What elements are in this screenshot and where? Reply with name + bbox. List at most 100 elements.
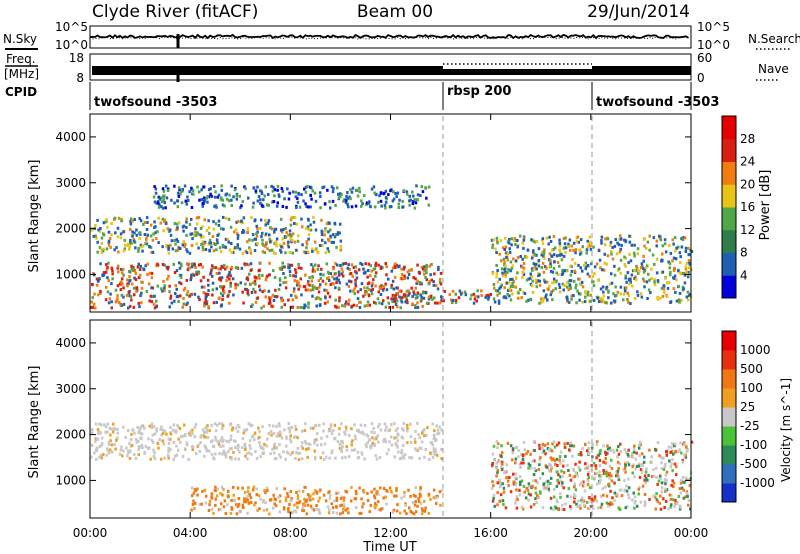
velocity-cell [658, 475, 662, 479]
power-cell [339, 264, 342, 267]
velocity-cell [366, 441, 369, 445]
velocity-cell [238, 425, 241, 429]
velocity-cell [174, 429, 178, 433]
velocity-cell [265, 444, 269, 448]
velocity-cell [110, 427, 113, 431]
power-cell [247, 263, 251, 267]
velocity-cell [393, 494, 396, 498]
velocity-cell [607, 502, 610, 506]
power-cell [578, 277, 581, 281]
velocity-cell [331, 449, 334, 453]
velocity-cell [518, 462, 522, 466]
velocity-cell [558, 458, 561, 462]
power-cell [179, 294, 182, 298]
power-cell [194, 266, 197, 269]
velocity-cell [177, 448, 180, 452]
velocity-cell [627, 448, 630, 452]
velocity-cell [532, 473, 536, 477]
velocity-cell [275, 487, 278, 491]
velocity-cell [631, 471, 634, 475]
velocity-cell [406, 429, 409, 433]
power-cell [365, 290, 368, 294]
velocity-cell [360, 497, 363, 501]
velocity-cell [602, 444, 605, 448]
power-cell [349, 197, 352, 201]
power-cell [259, 189, 262, 193]
velocity-cell [504, 506, 508, 510]
velocity-cell [667, 507, 670, 511]
velocity-cell [587, 451, 591, 455]
velocity-cell [203, 431, 206, 434]
power-cell [525, 255, 529, 259]
velocity-cell [569, 478, 573, 482]
velocity-cell [613, 491, 617, 495]
velocity-cell [221, 452, 224, 456]
power-cell [642, 259, 645, 263]
velocity-cell [674, 498, 677, 502]
power-cell [274, 227, 278, 231]
power-cell [251, 281, 255, 285]
velocity-cell [630, 452, 634, 456]
velocity-cell [272, 493, 275, 497]
power-cell [166, 227, 169, 231]
power-cell [666, 281, 669, 285]
power-cell [235, 220, 238, 224]
power-cell [253, 279, 257, 283]
velocity-cell [520, 461, 523, 465]
power-cell [407, 272, 411, 276]
power-cell [195, 270, 198, 274]
power-cell [119, 288, 123, 292]
velocity-cell [245, 428, 249, 432]
power-cell [542, 255, 545, 259]
velocity-cell [99, 453, 103, 457]
power-cell [427, 297, 431, 301]
power-cell [228, 277, 231, 281]
velocity-cell [197, 443, 200, 447]
power-cell [542, 297, 546, 301]
velocity-cell [230, 457, 233, 461]
power-cell [532, 262, 536, 266]
noise-left-tick-bottom: 10^0 [55, 38, 88, 52]
velocity-cell [329, 429, 332, 433]
power-cell [358, 186, 361, 190]
velocity-cell [167, 437, 171, 441]
velocity-cell [546, 482, 550, 486]
velocity-cell [312, 492, 315, 496]
velocity-cell [644, 481, 647, 485]
power-cell [529, 272, 532, 276]
power-cell [334, 286, 337, 290]
velocity-cell [683, 443, 686, 447]
velocity-cell [116, 428, 119, 431]
power-cell [267, 193, 270, 196]
velocity-cell [329, 423, 333, 427]
velocity-cell [376, 434, 380, 438]
velocity-cell [625, 484, 628, 488]
power-cell [633, 243, 636, 247]
power-cell [678, 291, 682, 295]
velocity-cell [521, 458, 525, 461]
power-cell [317, 279, 321, 283]
power-cell [389, 205, 392, 208]
velocity-cell [414, 430, 417, 433]
velocity-cell [199, 441, 202, 445]
power-cell [374, 264, 377, 267]
velocity-cell [547, 489, 551, 493]
velocity-cell [410, 456, 414, 460]
power-cell [186, 195, 189, 199]
velocity-cell [241, 503, 245, 507]
power-cell [177, 186, 181, 190]
velocity-cell [368, 510, 371, 514]
power-cell [233, 188, 237, 192]
velocity-cell [330, 451, 334, 455]
velocity-cell [529, 493, 532, 497]
power-cell [269, 226, 272, 230]
power-cell [293, 240, 297, 244]
power-cell [531, 254, 535, 258]
velocity-cell [309, 494, 312, 498]
velocity-cell [159, 457, 163, 461]
power-cell [220, 303, 223, 307]
power-cell [402, 267, 405, 271]
x-tick-label: 08:00 [273, 526, 308, 540]
power-cell [231, 277, 235, 281]
velocity-cell [174, 454, 177, 458]
